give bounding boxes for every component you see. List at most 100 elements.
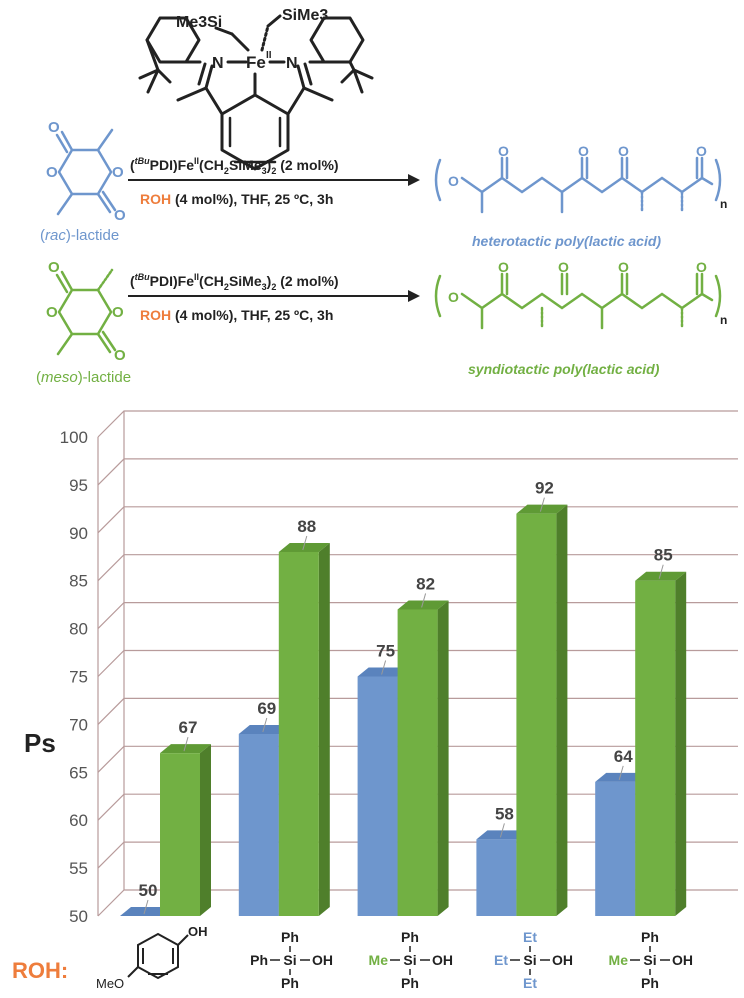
catalyst-label-2: (tBuPDI)FeII(CH2SiMe3)2 (2 mol%) [130,272,339,292]
y-tick-label-75: 75 [69,668,88,687]
value-label-meso-lactide-1: 88 [297,517,316,536]
hetero-n-subscript: n [720,197,727,211]
iron-complex-structure [138,14,374,171]
roh-methoxyphenol-structure: OH MeO [96,924,208,991]
syndio-o-1: O [448,289,459,305]
roh-left-substituent: Ph [250,952,268,968]
gridline-100 [97,410,738,438]
rac-lactide-structure [55,128,117,216]
bar-rac-lactide-0 [120,907,171,916]
y-axis-label: Ps [24,728,56,758]
y-tick-label-55: 55 [69,859,88,878]
hetero-o-4: O [618,143,629,159]
syndiotactic-product-label: syndiotactic poly(lactic acid) [468,361,660,377]
syndio-n-subscript: n [720,313,727,327]
roh-top-substituent: Ph [401,929,419,945]
right-n-label: N [286,55,298,72]
y-tick-label-65: 65 [69,763,88,782]
meso-o-left: O [46,304,58,321]
roh-left-substituent: Me [369,952,389,968]
roh-bottom-substituent: Ph [641,975,659,991]
me3si-label: Me3Si [176,14,222,31]
roh-left-substituent: Et [494,952,508,968]
roh-silanol-3: Ph Me Si OH Ph [369,929,453,991]
meso-o-top: O [48,259,60,276]
roh-silicon: Si [283,952,296,968]
gridline-95 [97,458,738,486]
roh1-meo: MeO [96,976,124,991]
rac-o-right: O [112,164,124,181]
value-leader-meso-lactide-0 [183,737,189,752]
chart-value-labels: 50 67 69 88 75 82 58 92 64 85 [139,479,673,915]
roh-left-substituent: Me [609,952,629,968]
roh-bottom-substituent: Ph [401,975,419,991]
syndio-o-5: O [696,259,707,275]
roh-top-substituent: Et [523,929,537,945]
rac-lactide-label: (rac)-lactide [40,227,119,244]
meso-lactide-structure [55,268,117,356]
conditions-label-2: ROH (4 mol%), THF, 25 ºC, 3h [140,307,333,323]
value-leader-rac-lactide-4 [618,765,624,781]
meso-o-bottom: O [114,347,126,364]
value-leader-meso-lactide-2 [421,593,427,608]
bar-meso-lactide-0 [160,744,211,916]
roh-bottom-substituent: Ph [281,975,299,991]
value-label-rac-lactide-2: 75 [376,642,395,661]
value-label-rac-lactide-1: 69 [257,699,276,718]
roh-top-substituent: Ph [641,929,659,945]
value-label-rac-lactide-4: 64 [614,747,633,766]
sime3-label: SiMe3 [282,7,328,24]
roh-silanol-4: Et Et Si OH Et [494,929,573,991]
iron-complex-labels: Me3Si SiMe3 N N Fe II [176,7,328,72]
value-leader-rac-lactide-3 [499,823,505,838]
value-leader-rac-lactide-0 [143,899,149,915]
rac-o-left: O [46,164,58,181]
value-label-rac-lactide-0: 50 [139,881,158,900]
y-tick-label-90: 90 [69,524,88,543]
roh-hydroxyl: OH [552,952,573,968]
syndio-o-4: O [618,259,629,275]
roh-silicon: Si [403,952,416,968]
roh-hydroxyl: OH [672,952,693,968]
conditions-label-1: ROH (4 mol%), THF, 25 ºC, 3h [140,191,333,207]
roh-silanol-2: Ph Ph Si OH Ph [250,929,333,991]
value-label-meso-lactide-2: 82 [416,574,435,593]
value-label-meso-lactide-4: 85 [654,546,673,565]
value-leader-meso-lactide-4 [658,564,664,579]
value-leader-meso-lactide-3 [539,497,545,512]
chart-y-ticks: 50 55 60 65 70 75 80 85 90 95 100 [60,428,88,926]
gridline-90 [97,506,738,534]
y-tick-label-95: 95 [69,476,88,495]
roh-bottom-substituent: Et [523,975,537,991]
y-tick-label-100: 100 [60,428,88,447]
value-leader-meso-lactide-1 [302,535,308,551]
y-tick-label-70: 70 [69,715,88,734]
rac-o-top: O [48,119,60,136]
reaction-arrowhead-1 [408,174,420,186]
syndio-o-2: O [498,259,509,275]
fe-oxidation-label: II [266,50,272,61]
hetero-o-3: O [578,143,589,159]
chart-bars [120,504,687,916]
left-n-label: N [212,55,224,72]
value-label-meso-lactide-0: 67 [179,718,198,737]
roh1-oh: OH [188,924,208,939]
syndio-o-3: O [558,259,569,275]
bar-meso-lactide-2 [397,600,449,916]
reaction-arrowhead-2 [408,290,420,302]
syndiotactic-polymer-structure [434,272,722,330]
value-leader-rac-lactide-2 [381,660,387,675]
rac-o-bottom: O [114,207,126,224]
roh-hydroxyl: OH [432,952,453,968]
heterotactic-product-label: heterotactic poly(lactic acid) [472,233,661,249]
hetero-o-1: O [448,173,459,189]
meso-lactide-label: (meso)-lactide [36,369,131,386]
hetero-o-5: O [696,143,707,159]
heterotactic-polymer-structure [434,156,722,214]
bar-meso-lactide-4 [635,571,687,916]
meso-o-right: O [112,304,124,321]
roh-top-substituent: Ph [281,929,299,945]
value-label-meso-lactide-3: 92 [535,479,554,498]
roh-silanol-5: Ph Me Si OH Ph [609,929,693,991]
